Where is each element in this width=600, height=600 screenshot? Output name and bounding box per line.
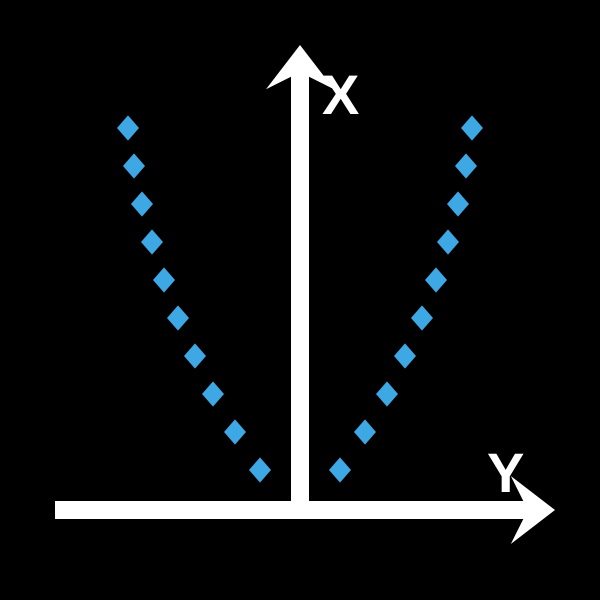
vertical-axis-label: X <box>322 62 359 127</box>
parabola-plot-icon <box>0 0 600 600</box>
horizontal-axis-label: Y <box>487 440 524 505</box>
